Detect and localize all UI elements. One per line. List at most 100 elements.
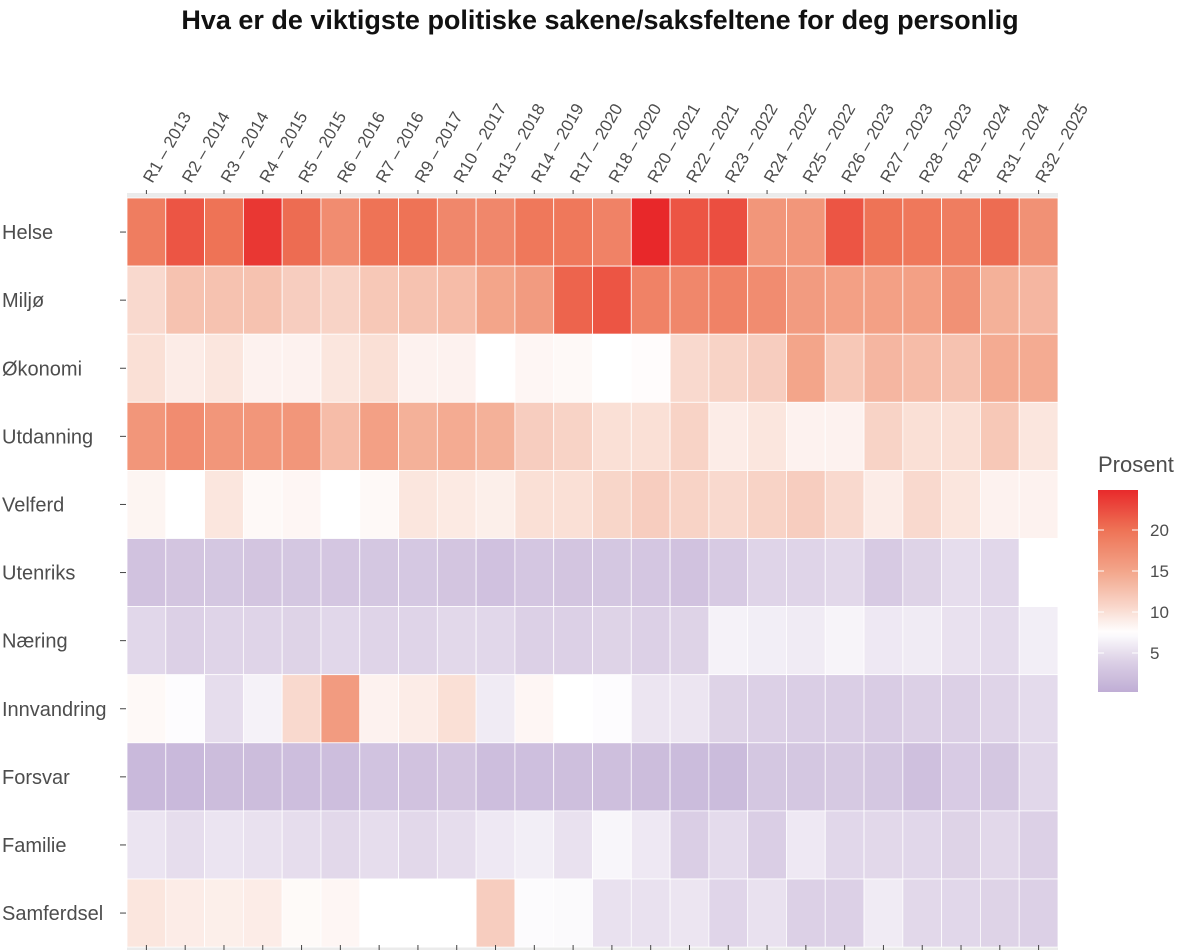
heatmap-cell [941,265,981,335]
heatmap-cell [165,606,205,676]
heatmap-cell [514,197,555,267]
heatmap-cell [630,265,671,335]
heatmap-cell [242,606,283,676]
heatmap-cell [863,742,904,812]
heatmap-cell [281,878,322,948]
heatmap-cell [165,742,205,812]
heatmap-cell [514,333,555,403]
cells [126,197,1059,948]
heatmap-cell [669,606,710,676]
heatmap-cell [553,469,593,539]
heatmap-cell [553,538,593,607]
heatmap-cell [824,674,865,744]
heatmap-cell [436,538,477,607]
heatmap-cell [630,333,671,403]
heatmap-cell [902,265,943,335]
heatmap-cell [747,333,787,403]
heatmap-cell [165,810,205,880]
heatmap-cell [320,606,361,676]
heatmap-cell [902,742,943,812]
heatmap-cell [630,810,671,880]
heatmap-cell [436,810,477,880]
heatmap-cell [165,538,205,607]
heatmap-cell [514,401,555,471]
heatmap-cell [592,878,632,948]
heatmap-cell [359,674,399,744]
heatmap-cell [398,265,438,335]
heatmap-cell [592,810,632,880]
heatmap-cell [980,265,1020,335]
heatmap-cell [863,606,904,676]
heatmap-cell [747,878,787,948]
heatmap-cell [786,742,826,812]
heatmap-cell [398,538,438,607]
y-tick-label: Økonomi [2,358,82,380]
heatmap-cell [475,401,516,471]
heatmap-cell [669,810,710,880]
heatmap-cell [902,810,943,880]
heatmap-cell [398,674,438,744]
heatmap-cell [630,878,671,948]
heatmap-cell [436,742,477,812]
heatmap-cell [708,333,749,403]
heatmap-cell [708,265,749,335]
heatmap-cell [475,333,516,403]
heatmap-cell [165,469,205,539]
heatmap-cell [165,878,205,948]
heatmap-cell [553,674,593,744]
heatmap-cell [204,810,244,880]
heatmap-cell [980,333,1020,403]
heatmap-cell [320,742,361,812]
heatmap-cell [1018,401,1059,471]
heatmap-cell [786,401,826,471]
heatmap-cell [902,469,943,539]
heatmap-cell [398,401,438,471]
heatmap-cell [165,401,205,471]
heatmap-cell [669,742,710,812]
legend-colorbar [1098,490,1138,692]
heatmap-cell [475,469,516,539]
heatmap-cell [398,810,438,880]
heatmap-cell [126,401,167,471]
heatmap-cell [242,469,283,539]
chart-title: Hva er de viktigste politiske sakene/sak… [181,5,1018,35]
heatmap-cell [630,674,671,744]
heatmap-cell [669,401,710,471]
heatmap-cell [514,674,555,744]
heatmap-cell [126,810,167,880]
heatmap-cell [514,810,555,880]
heatmap-cell [475,538,516,607]
heatmap-cell [165,197,205,267]
heatmap-cell [204,538,244,607]
heatmap-cell [436,265,477,335]
heatmap-cell [1018,197,1059,267]
heatmap-cell [592,333,632,403]
legend-tick-label: 5 [1150,644,1159,663]
heatmap-cell [281,265,322,335]
heatmap-cell [398,742,438,812]
heatmap-cell [398,606,438,676]
heatmap-cell [863,265,904,335]
heatmap-cell [553,197,593,267]
heatmap-cell [242,538,283,607]
heatmap-cell [242,674,283,744]
heatmap-cell [747,810,787,880]
heatmap-cell [475,606,516,676]
heatmap-cell [320,674,361,744]
heatmap-cell [475,265,516,335]
heatmap-cell [514,742,555,812]
heatmap-cell [281,742,322,812]
heatmap-cell [708,606,749,676]
heatmap-cell [980,401,1020,471]
heatmap-cell [436,401,477,471]
heatmap-cell [359,606,399,676]
heatmap-cell [281,333,322,403]
heatmap-cell [165,333,205,403]
heatmap-cell [281,674,322,744]
heatmap-cell [1018,265,1059,335]
heatmap-cell [1018,538,1059,607]
heatmap-cell [1018,742,1059,812]
y-tick-label: Utenriks [2,563,75,585]
legend-tick-label: 15 [1150,562,1169,581]
